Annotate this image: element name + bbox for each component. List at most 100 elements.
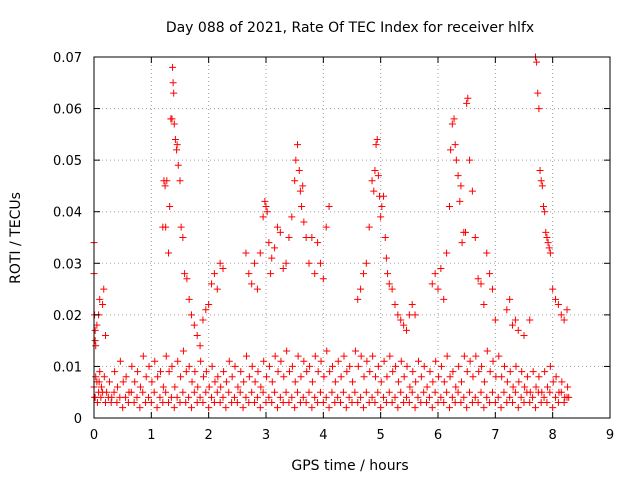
data-point (417, 373, 425, 381)
data-point (173, 141, 181, 149)
data-point (408, 388, 416, 396)
data-point (187, 311, 195, 319)
data-point (131, 378, 139, 386)
data-point (385, 388, 393, 396)
data-point (179, 388, 187, 396)
x-axis-ticks: 0 1 2 3 4 5 6 7 8 9 (90, 57, 614, 443)
data-point (498, 373, 506, 381)
data-point (177, 373, 185, 381)
data-point (248, 362, 256, 370)
data-point (471, 234, 479, 241)
data-point (331, 378, 339, 386)
data-point (295, 166, 303, 174)
data-point (211, 378, 219, 386)
plot-frame (93, 56, 611, 419)
data-point (101, 331, 109, 339)
grid-lines (94, 57, 610, 418)
data-point (176, 177, 184, 185)
data-point (190, 321, 198, 329)
data-point (305, 388, 313, 396)
data-point (448, 120, 456, 128)
data-point (518, 368, 526, 376)
data-point (329, 362, 337, 370)
data-point (196, 342, 204, 350)
data-point (292, 156, 300, 164)
data-point (182, 399, 190, 407)
data-point (222, 404, 230, 412)
data-point (253, 393, 261, 401)
data-point (316, 259, 324, 267)
data-point (104, 393, 112, 401)
data-point (96, 295, 104, 303)
data-point (480, 404, 488, 412)
data-point (434, 285, 442, 293)
data-point (463, 404, 471, 412)
data-point (308, 404, 316, 412)
data-point (386, 352, 394, 360)
data-point (343, 368, 351, 376)
data-point (320, 373, 328, 381)
data-point (370, 187, 378, 195)
data-point (402, 393, 410, 401)
data-point (523, 388, 531, 396)
data-point (509, 321, 517, 329)
data-point (328, 388, 336, 396)
data-point (162, 352, 170, 360)
data-point (257, 383, 265, 391)
data-point (363, 357, 371, 365)
data-point (228, 373, 236, 381)
data-point (385, 280, 393, 288)
data-point (199, 316, 207, 324)
data-point (564, 383, 572, 391)
data-point (497, 404, 505, 412)
data-point (397, 388, 405, 396)
data-point (251, 399, 259, 407)
data-point (478, 362, 486, 370)
data-point (549, 378, 557, 386)
data-point (202, 388, 210, 396)
data-point (464, 94, 472, 102)
data-point (208, 393, 216, 401)
data-point (394, 404, 402, 412)
data-point (420, 362, 428, 370)
data-point (231, 362, 239, 370)
data-point (437, 264, 445, 272)
data-point (177, 223, 185, 231)
data-point (219, 264, 227, 272)
data-point (150, 388, 158, 396)
data-point (92, 373, 100, 381)
data-point (560, 399, 568, 407)
data-point (326, 368, 334, 376)
data-point (262, 203, 270, 211)
data-point (480, 301, 488, 309)
data-point (554, 301, 562, 309)
data-point (187, 404, 195, 412)
data-point (288, 393, 296, 401)
data-point (136, 383, 144, 391)
data-point (319, 275, 327, 283)
data-point (369, 352, 377, 360)
data-point (534, 388, 542, 396)
data-point (119, 378, 127, 386)
x-tick-label: 9 (606, 428, 614, 443)
data-point (468, 187, 476, 195)
data-point (456, 197, 464, 205)
data-point (190, 388, 198, 396)
data-point (446, 373, 454, 381)
data-point (345, 393, 353, 401)
data-point (165, 399, 173, 407)
data-point (474, 399, 482, 407)
data-point (213, 388, 221, 396)
data-point (466, 156, 474, 164)
data-point (322, 223, 330, 231)
data-point (256, 404, 264, 412)
data-point (392, 362, 400, 370)
data-point (477, 388, 485, 396)
data-point (147, 399, 155, 407)
data-point (400, 373, 408, 381)
data-point (357, 393, 365, 401)
data-point (202, 306, 210, 314)
data-point (541, 368, 549, 376)
data-point (219, 393, 227, 401)
